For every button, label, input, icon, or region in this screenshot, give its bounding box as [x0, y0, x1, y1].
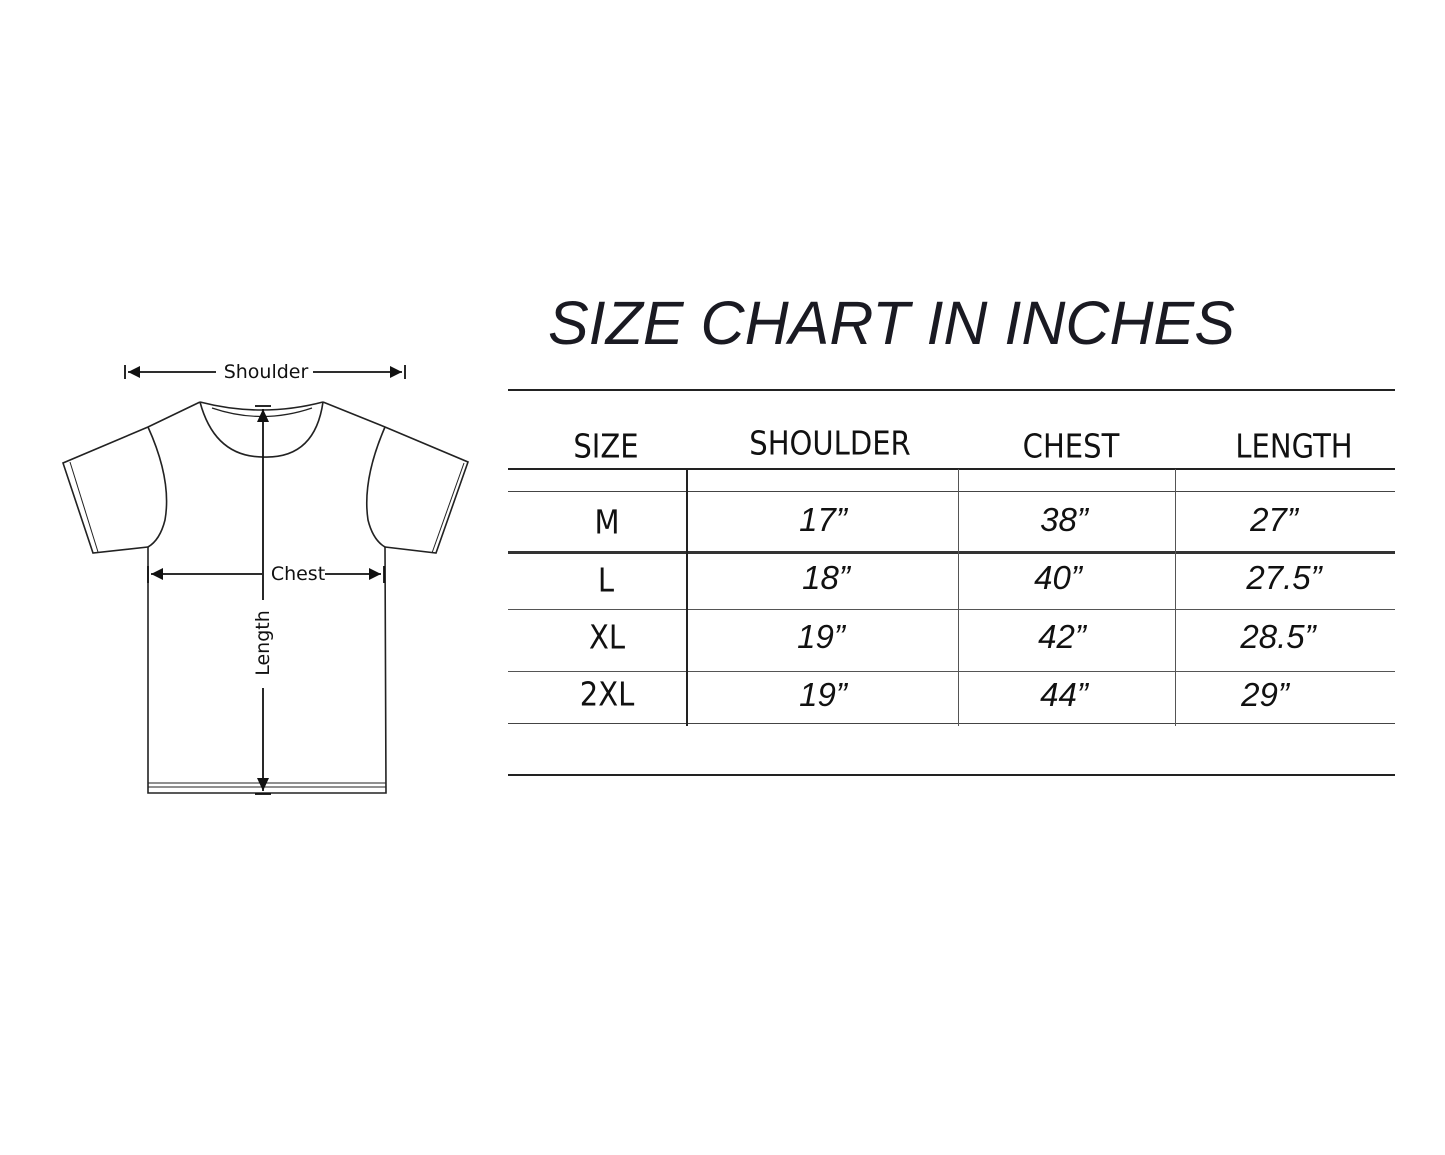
chest-cell: 38”	[1040, 501, 1088, 538]
chest-label: Chest	[271, 563, 325, 585]
row-rule	[508, 723, 1395, 724]
header-chest: CHEST	[1022, 426, 1120, 466]
length-cell: 27.5”	[1246, 559, 1322, 596]
column-divider	[686, 469, 688, 726]
shoulder-measure-arrow	[124, 365, 406, 379]
header-size: SIZE	[573, 426, 639, 466]
row-rule	[508, 491, 1395, 492]
length-cell: 27”	[1250, 501, 1298, 538]
tshirt-outline	[62, 401, 470, 794]
size-cell: L	[597, 560, 615, 600]
row-rule	[508, 551, 1395, 554]
tshirt-diagram: Shoulder Chest Length	[62, 361, 470, 795]
shoulder-cell: 18”	[802, 559, 850, 596]
table-top-rule	[508, 389, 1395, 391]
chest-measure-arrow	[147, 566, 385, 583]
row-rule	[508, 609, 1395, 610]
table-bottom-rule	[508, 774, 1395, 776]
length-label: Length	[252, 610, 274, 676]
size-cell: 2XL	[579, 674, 635, 714]
column-divider	[958, 469, 959, 726]
chest-cell: 40”	[1034, 559, 1082, 596]
header-length: LENGTH	[1235, 426, 1353, 466]
chest-cell: 42”	[1038, 618, 1086, 655]
row-rule	[508, 671, 1395, 672]
chest-cell: 44”	[1040, 676, 1088, 713]
shoulder-label: Shoulder	[224, 361, 309, 383]
shoulder-cell: 17”	[799, 501, 847, 538]
shoulder-cell: 19”	[799, 676, 847, 713]
length-cell: 28.5”	[1240, 618, 1316, 655]
length-measure-arrow	[255, 405, 271, 795]
size-cell: M	[594, 502, 620, 542]
length-cell: 29”	[1241, 676, 1289, 713]
header-rule	[508, 468, 1395, 470]
column-divider	[1175, 469, 1176, 726]
size-cell: XL	[588, 617, 626, 657]
header-shoulder: SHOULDER	[749, 423, 911, 463]
chart-title: SIZE CHART IN INCHES	[548, 289, 1235, 357]
shoulder-cell: 19”	[797, 618, 845, 655]
